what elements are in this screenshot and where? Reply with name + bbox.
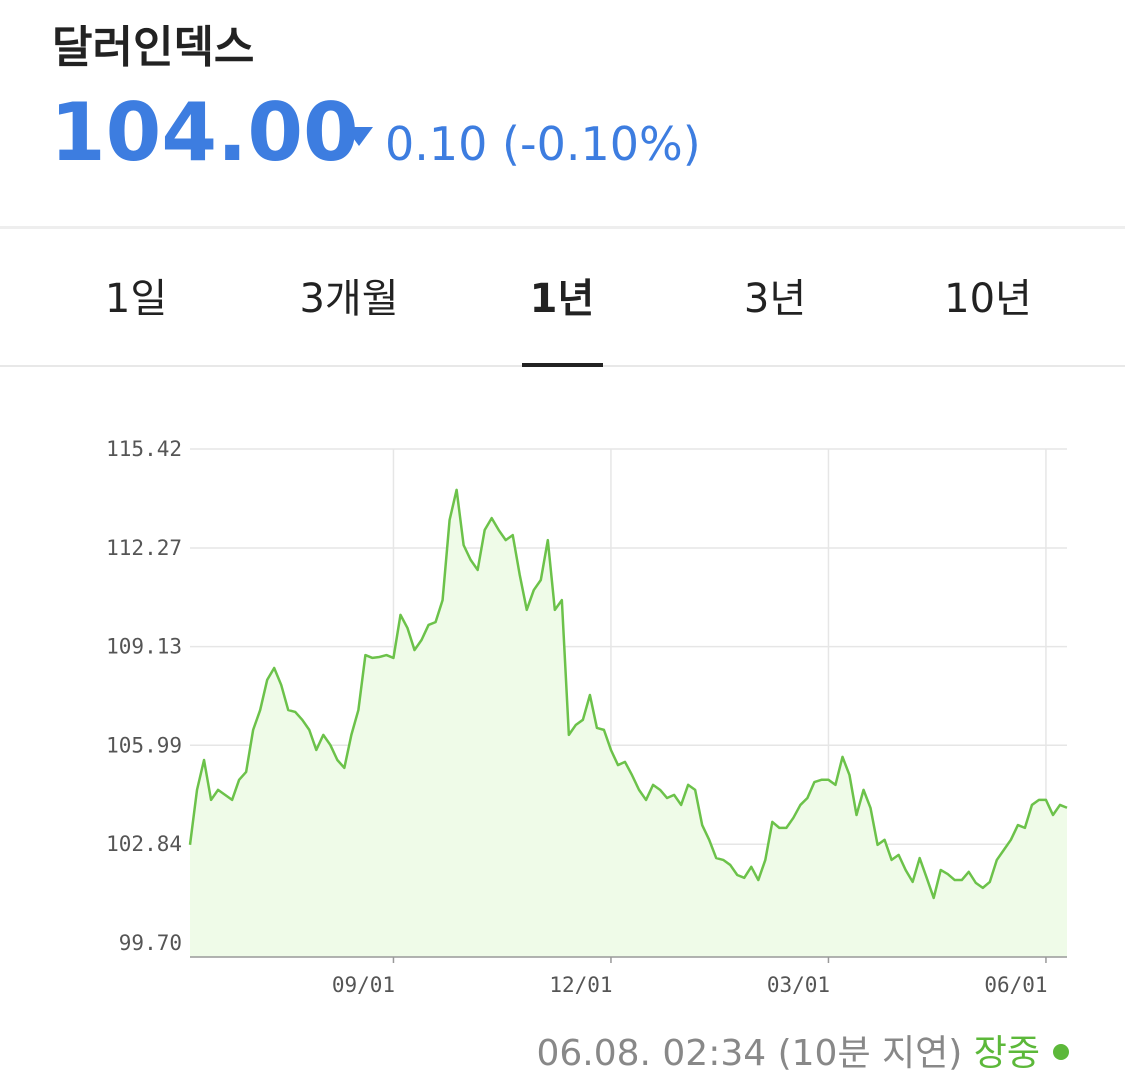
status: 장중 [974,1033,1040,1074]
tab[interactable]: 10년 [944,276,1032,322]
area [190,489,1067,957]
y-tick-label: 99.70 [119,931,182,955]
timestamp: 06.08. 02:34 (10분 지연) [536,1033,962,1074]
change: 0.10 (-0.10%) [385,117,701,171]
tab-indicator [522,363,603,367]
tab[interactable]: 3년 [744,276,806,322]
change-value: 0.10 [385,117,487,171]
change-percent: (-0.10%) [502,117,701,171]
tab[interactable]: 1일 [105,276,167,322]
tabs: 1일 3개월 1년 3년 10년 [105,276,1032,367]
y-tick-label: 102.84 [106,832,182,856]
line [188,488,1068,900]
price: 104.00 [50,86,359,179]
y-tick-label: 115.42 [106,437,182,461]
y-tick-label: 112.27 [106,536,182,560]
footer: 06.08. 02:34 (10분 지연) 장중 [536,1033,1040,1074]
x-tick-label: 03/01 [767,973,830,997]
x-tick-label: 12/01 [549,973,612,997]
tab[interactable]: 3개월 [299,276,398,322]
y-tick-label: 105.99 [106,733,182,757]
y-tick-label: 109.13 [106,635,182,659]
chart: 99.70 102.84 105.99 109.13 112.27 115.42 09/01… [106,437,1068,997]
title: 달러인덱스 [52,22,254,73]
down-arrow [345,127,373,146]
tab[interactable]: 1년 [530,276,595,322]
x-tick-label: 06/01 [984,973,1047,997]
status-dot [1053,1044,1069,1060]
divider [0,226,1125,229]
x-tick-label: 09/01 [332,973,395,997]
